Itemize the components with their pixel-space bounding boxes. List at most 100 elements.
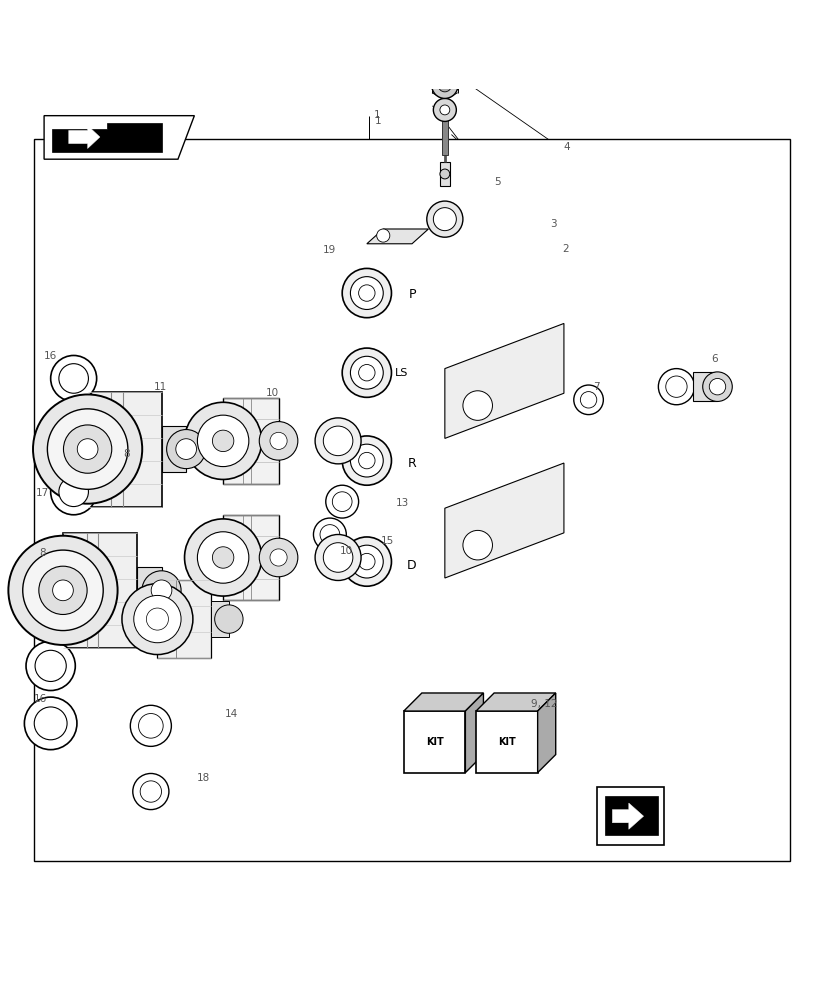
Circle shape [358, 452, 375, 469]
Circle shape [432, 72, 458, 98]
Bar [182, 385, 363, 607]
Text: 9, 12: 9, 12 [531, 699, 558, 709]
Circle shape [140, 781, 162, 802]
Text: 17: 17 [36, 488, 49, 498]
Circle shape [142, 571, 181, 610]
Polygon shape [466, 693, 484, 773]
Text: 4: 4 [564, 142, 570, 152]
Circle shape [342, 348, 391, 397]
Circle shape [33, 394, 143, 504]
Circle shape [658, 369, 695, 405]
Circle shape [213, 430, 234, 452]
Circle shape [332, 492, 352, 511]
Text: D: D [407, 559, 417, 572]
Circle shape [26, 641, 75, 691]
Polygon shape [52, 123, 162, 152]
Polygon shape [367, 208, 564, 254]
Circle shape [166, 430, 206, 469]
Circle shape [77, 439, 98, 459]
Text: 18: 18 [197, 773, 210, 783]
Text: R: R [408, 457, 416, 470]
Circle shape [39, 566, 87, 614]
Circle shape [580, 392, 597, 408]
Circle shape [709, 378, 726, 395]
Polygon shape [605, 796, 658, 835]
Text: LS: LS [395, 368, 408, 378]
Text: 6: 6 [712, 354, 719, 364]
Text: 19: 19 [323, 245, 336, 255]
Text: 15: 15 [381, 536, 394, 546]
Text: 10: 10 [266, 388, 279, 398]
Circle shape [325, 485, 358, 518]
Circle shape [350, 444, 383, 477]
Circle shape [342, 537, 391, 586]
Text: 1: 1 [375, 116, 382, 126]
Polygon shape [157, 580, 211, 658]
Circle shape [35, 707, 67, 740]
Circle shape [323, 426, 353, 456]
Circle shape [358, 553, 375, 570]
Polygon shape [63, 533, 137, 648]
Circle shape [342, 268, 391, 318]
Bar [476, 711, 537, 773]
Circle shape [122, 584, 193, 655]
Polygon shape [68, 126, 100, 149]
Bar [597, 787, 664, 845]
Polygon shape [137, 567, 162, 613]
Polygon shape [476, 693, 555, 711]
Circle shape [185, 402, 262, 479]
Text: 8: 8 [40, 548, 46, 558]
Circle shape [342, 436, 391, 485]
Circle shape [438, 79, 452, 92]
Circle shape [463, 391, 493, 420]
Circle shape [25, 697, 77, 750]
Circle shape [23, 550, 103, 631]
Circle shape [176, 439, 196, 459]
Circle shape [433, 208, 456, 231]
Circle shape [8, 536, 118, 645]
Circle shape [270, 549, 287, 566]
Text: 8: 8 [123, 449, 129, 459]
Circle shape [47, 409, 128, 489]
Bar [404, 711, 466, 773]
Text: 16: 16 [35, 694, 48, 704]
Text: 2: 2 [562, 244, 569, 254]
Circle shape [270, 432, 287, 449]
Text: 1: 1 [373, 110, 380, 120]
Circle shape [63, 425, 112, 473]
Circle shape [133, 773, 169, 810]
Circle shape [185, 519, 262, 596]
Polygon shape [404, 693, 484, 711]
Text: 5: 5 [494, 177, 501, 187]
Polygon shape [367, 254, 511, 623]
Circle shape [50, 469, 96, 515]
Bar [440, 162, 450, 186]
Circle shape [260, 422, 297, 460]
Polygon shape [537, 693, 555, 773]
Polygon shape [211, 601, 229, 637]
Circle shape [138, 714, 163, 738]
Circle shape [440, 105, 450, 115]
Circle shape [358, 364, 375, 381]
Circle shape [358, 285, 375, 301]
Circle shape [463, 530, 493, 560]
Polygon shape [445, 323, 564, 438]
Circle shape [315, 418, 361, 464]
Circle shape [53, 580, 73, 601]
Polygon shape [367, 229, 428, 244]
Text: 16: 16 [44, 351, 58, 361]
Polygon shape [44, 116, 194, 159]
Text: P: P [408, 288, 416, 301]
Circle shape [50, 355, 96, 401]
Circle shape [213, 547, 234, 568]
Polygon shape [223, 515, 279, 600]
Bar [35, 139, 789, 861]
Circle shape [350, 277, 383, 309]
Circle shape [198, 415, 249, 467]
Circle shape [198, 532, 249, 583]
Circle shape [320, 525, 339, 544]
Text: 11: 11 [153, 382, 166, 392]
Text: KIT: KIT [498, 737, 516, 747]
Circle shape [350, 545, 383, 578]
Circle shape [433, 98, 456, 121]
